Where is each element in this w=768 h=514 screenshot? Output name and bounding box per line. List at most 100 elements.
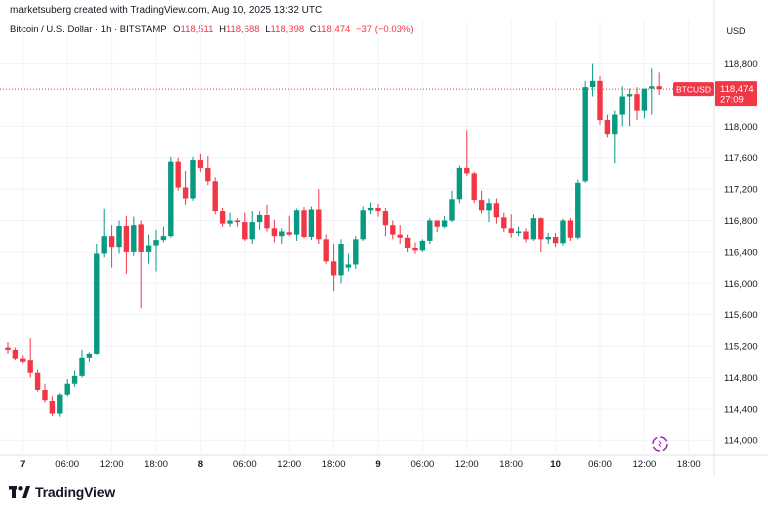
brand-name: TradingView: [35, 484, 116, 500]
symbol-tag: [673, 82, 714, 97]
y-tick-label: 116,800: [724, 216, 758, 227]
candle-body: [360, 210, 366, 240]
candle-body: [338, 244, 344, 276]
candle-body: [42, 390, 48, 401]
candle-body: [271, 228, 278, 237]
candle-body: [160, 236, 167, 241]
candle-body: [138, 224, 144, 252]
close-label: C: [309, 24, 317, 35]
candle-body: [397, 234, 403, 238]
candle-body: [234, 220, 241, 223]
candle-body: [575, 182, 581, 238]
change-value: −37 (−0.03%): [355, 24, 414, 35]
candle-body: [552, 236, 559, 244]
currency-button[interactable]: USD: [726, 26, 746, 36]
candle-body: [94, 253, 100, 354]
x-tick-label: 7: [20, 459, 25, 470]
candle-body: [560, 220, 566, 244]
high-value: 118,688: [225, 24, 260, 35]
y-tick-label: 116,000: [724, 279, 758, 290]
candle-body: [301, 210, 307, 237]
candle-body: [219, 211, 226, 224]
candle-body: [279, 231, 285, 237]
x-tick-label: 12:00: [277, 459, 301, 470]
y-tick-label: 115,600: [724, 310, 758, 321]
candle-body: [57, 394, 63, 414]
candle-body: [49, 400, 56, 414]
open-label: O: [173, 24, 181, 35]
candle-body: [123, 225, 130, 252]
candle-body: [145, 245, 152, 252]
x-tick-label: 10: [550, 459, 561, 470]
y-tick-label: 117,600: [724, 153, 758, 164]
candle-body: [64, 383, 70, 395]
candle-body: [545, 236, 551, 240]
replay-icon[interactable]: [652, 436, 668, 452]
y-tick-label: 114,800: [724, 373, 758, 384]
open-value: 118,511: [180, 24, 214, 35]
candle-body: [375, 207, 381, 212]
candle-body: [501, 217, 507, 229]
candle-body: [634, 94, 640, 111]
price-tag-value: 118,474: [720, 84, 754, 95]
candle-body: [597, 80, 603, 121]
candle-body: [256, 215, 263, 223]
candle-body: [619, 96, 625, 115]
price-tag: [715, 81, 757, 107]
x-tick-label: 18:00: [677, 459, 701, 470]
tradingview-logo: TradingView: [9, 484, 115, 500]
candle-body: [249, 222, 255, 240]
x-tick-label: 18:00: [144, 459, 168, 470]
candle-body: [345, 264, 352, 268]
candle-body: [626, 94, 633, 97]
candle-body: [427, 220, 433, 241]
candle-body: [131, 225, 137, 252]
y-tick-label: 114,400: [724, 404, 758, 415]
candle-body: [523, 231, 529, 240]
candle-body: [493, 203, 500, 218]
candle-body: [182, 187, 189, 199]
candle-body: [175, 161, 181, 188]
candle-body: [515, 231, 522, 234]
x-tick-label: 9: [375, 459, 380, 470]
x-tick-label: 06:00: [233, 459, 257, 470]
x-tick-label: 8: [198, 459, 203, 470]
candle-body: [612, 114, 618, 135]
candle-body: [486, 203, 492, 211]
candle-body: [197, 160, 204, 168]
y-tick-label: 114,000: [724, 436, 758, 447]
candle-body: [530, 218, 537, 240]
candle-body: [456, 167, 463, 200]
candle-body: [227, 220, 233, 224]
candle-body: [353, 239, 359, 265]
y-tick-label: 118,800: [724, 59, 758, 70]
candle-body: [412, 247, 418, 251]
x-tick-label: 12:00: [455, 459, 479, 470]
candle-body: [656, 86, 662, 90]
candle-body: [382, 211, 389, 226]
candle-body: [34, 372, 41, 391]
candle-body: [79, 357, 85, 376]
candle-body: [71, 375, 78, 384]
candle-body: [308, 209, 315, 237]
x-tick-label: 06:00: [411, 459, 435, 470]
candle-body: [419, 240, 426, 251]
candle-body: [190, 160, 196, 199]
candle-body: [316, 209, 322, 240]
candle-body: [293, 210, 300, 235]
x-tick-label: 06:00: [588, 459, 612, 470]
candle-body: [108, 236, 115, 248]
candle-body: [434, 220, 440, 227]
candle-body: [12, 349, 19, 359]
candle-body: [116, 225, 122, 248]
candle-body: [264, 215, 270, 229]
y-tick-label: 117,200: [724, 185, 758, 196]
low-value: 118,398: [270, 24, 305, 35]
low-label: L: [265, 24, 271, 35]
candle-body: [478, 200, 485, 211]
x-tick-label: 12:00: [100, 459, 124, 470]
x-tick-label: 18:00: [499, 459, 523, 470]
candle-body: [86, 353, 93, 358]
candle-body: [649, 86, 655, 89]
